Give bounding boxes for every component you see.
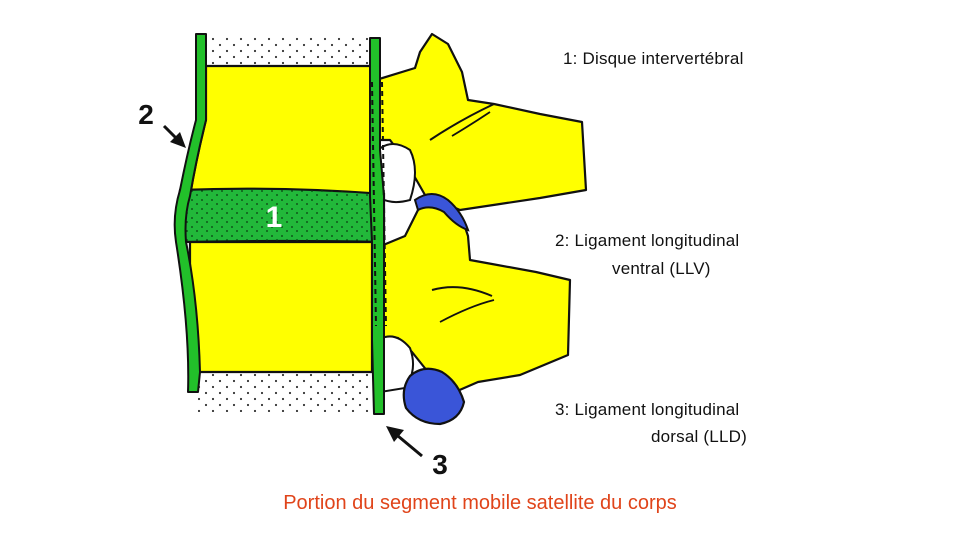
legend-item-disc: 1: Disque intervertébral [563,49,744,68]
lower-facet-line [431,286,493,297]
disc-texture [178,188,384,242]
ventral-arrow-number: 2 [138,99,154,130]
disc-number-label: 1 [266,201,283,234]
figure-caption: Portion du segment mobile satellite du c… [283,492,677,514]
ventral-ligament [173,33,207,393]
lower-dotted-region [198,372,376,412]
pedicle-dashed-line-1 [371,81,377,327]
upper-vertebral-body [188,64,374,198]
upper-dotted-region [203,36,373,66]
dorsal-ligament [402,367,466,426]
upper-foramen [376,143,416,204]
arrow-2 [162,124,186,148]
legend-item-llv-line2: ventral (LLV) [612,259,711,278]
legend-item-llv-line1: 2: Ligament longitudinal [555,231,740,250]
arrow-3 [386,426,423,458]
upper-facet-line [429,103,495,141]
upper-facet-line-2 [451,111,491,137]
facet-cartilage [413,193,470,232]
legend-item-lld-line2: dorsal (LLD) [651,427,747,446]
dorsal-arrow-number: 3 [432,449,448,480]
pedicle-dashed-line-2 [381,81,387,327]
lower-facet-line-2 [439,299,495,323]
legend-item-lld-line1: 3: Ligament longitudinal [555,400,740,419]
dorsal-longitudinal-ligament-strip [369,37,385,415]
lower-vertebral-body [188,240,374,374]
